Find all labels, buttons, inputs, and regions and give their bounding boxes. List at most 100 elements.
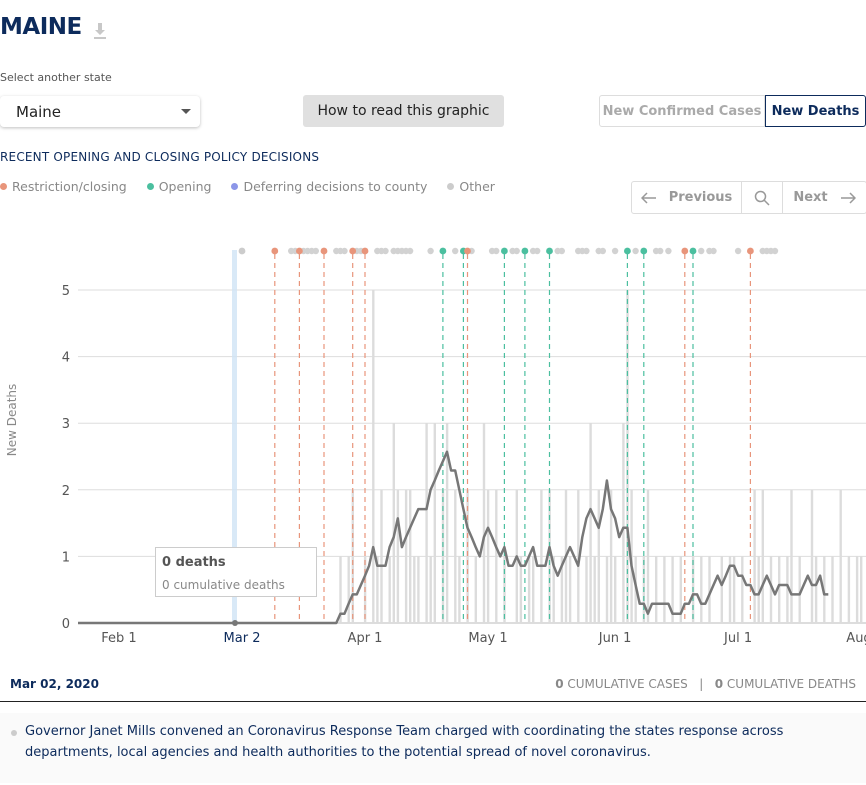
x-tick-label: Jul 1 bbox=[723, 631, 752, 646]
policy-marker-other bbox=[493, 247, 500, 255]
daily-bar bbox=[441, 489, 445, 623]
policy-marker-other bbox=[513, 247, 520, 255]
policy-marker bbox=[464, 247, 471, 255]
daily-bar bbox=[409, 489, 412, 623]
legend-item-restriction: Restriction/closing bbox=[0, 179, 127, 194]
daily-bar bbox=[589, 423, 592, 623]
daily-bar bbox=[347, 556, 350, 623]
y-axis-label: New Deaths bbox=[5, 384, 19, 457]
daily-bar bbox=[769, 556, 773, 623]
cumulative-stats: 0 CUMULATIVE CASES | 0 CUMULATIVE DEATHS bbox=[555, 677, 856, 691]
state-select-value: Maine bbox=[16, 103, 62, 121]
search-icon bbox=[754, 190, 770, 206]
daily-bar bbox=[757, 556, 760, 623]
daily-bar bbox=[486, 489, 490, 623]
state-select-label: Select another state bbox=[0, 71, 112, 84]
daily-bar bbox=[741, 556, 744, 623]
y-tick-label: 4 bbox=[62, 351, 70, 366]
daily-bar bbox=[404, 489, 408, 623]
x-tick-label: Jun 1 bbox=[598, 631, 632, 646]
daily-bar bbox=[454, 489, 457, 623]
new-deaths-button[interactable]: New Deaths bbox=[765, 95, 866, 127]
daily-bar bbox=[605, 556, 609, 623]
daily-bar bbox=[671, 556, 674, 623]
legend-dot bbox=[231, 183, 239, 190]
legend-dot bbox=[146, 183, 154, 190]
daily-bar bbox=[372, 290, 375, 623]
daily-bar bbox=[622, 423, 625, 623]
policy-marker-other bbox=[710, 247, 717, 255]
daily-bar bbox=[614, 556, 617, 623]
daily-bar bbox=[458, 556, 461, 623]
daily-bar bbox=[417, 556, 420, 623]
cumulative-cases-count: 0 bbox=[555, 677, 564, 691]
next-button[interactable]: Next bbox=[783, 182, 866, 213]
daily-bar bbox=[761, 489, 764, 623]
tooltip-deaths: 0 deaths bbox=[162, 555, 226, 570]
new-confirmed-cases-button[interactable]: New Confirmed Cases bbox=[599, 95, 765, 127]
policy-marker bbox=[546, 247, 553, 255]
download-icon[interactable] bbox=[92, 22, 108, 40]
daily-bar bbox=[392, 423, 395, 623]
daily-bar bbox=[597, 489, 600, 623]
deaths-chart[interactable]: 0 1 2 3 4 5 Feb 1 Mar 2 Apr 1 May 1 Jun 1 Jul 1 Aug… bbox=[0, 235, 866, 655]
policy-marker-other bbox=[312, 247, 319, 255]
policy-marker bbox=[439, 247, 447, 255]
x-tick-label: Feb 1 bbox=[101, 631, 136, 646]
policy-marker bbox=[320, 247, 328, 255]
daily-bar bbox=[585, 556, 588, 623]
state-select[interactable]: Maine bbox=[0, 96, 200, 127]
previous-button[interactable]: Previous bbox=[632, 182, 742, 213]
x-tick-label: Apr 1 bbox=[348, 631, 383, 646]
policy-marker bbox=[521, 247, 529, 255]
daily-bar bbox=[609, 489, 613, 623]
daily-bar bbox=[790, 489, 793, 623]
how-to-read-button[interactable]: How to read this graphic bbox=[303, 95, 504, 127]
policy-marker-other bbox=[534, 247, 541, 255]
legend-label: Other bbox=[459, 179, 495, 194]
daily-bar bbox=[466, 489, 469, 623]
legend-label: Restriction/closing bbox=[12, 179, 127, 194]
previous-label: Previous bbox=[668, 190, 733, 205]
y-tick-label: 2 bbox=[62, 484, 70, 499]
policy-lines bbox=[274, 254, 752, 623]
policy-marker-other bbox=[665, 247, 672, 255]
policy-marker-other bbox=[341, 247, 348, 255]
daily-bar bbox=[753, 489, 756, 623]
policy-marker-other bbox=[734, 247, 742, 255]
daily-bar bbox=[413, 556, 416, 623]
daily-bar bbox=[519, 556, 523, 623]
search-button[interactable] bbox=[742, 182, 783, 213]
policy-marker bbox=[238, 247, 246, 255]
daily-bar bbox=[732, 556, 736, 623]
daily-bar bbox=[646, 489, 650, 623]
cumulative-deaths-count: 0 bbox=[714, 677, 724, 691]
daily-bar bbox=[351, 489, 354, 623]
daily-bar bbox=[855, 556, 859, 623]
policy-marker-other bbox=[698, 247, 705, 255]
cumulative-deaths-label: CUMULATIVE DEATHS bbox=[723, 677, 856, 691]
daily-bar bbox=[532, 556, 535, 623]
daily-bar bbox=[814, 556, 818, 623]
x-tick-label: May 1 bbox=[468, 631, 507, 646]
daily-bar bbox=[679, 556, 682, 623]
daily-bar bbox=[548, 489, 551, 623]
policy-marker-other bbox=[427, 247, 434, 255]
policy-navigation: Previous Next bbox=[631, 181, 866, 214]
policy-marker-other bbox=[657, 247, 664, 255]
daily-bar bbox=[663, 556, 666, 623]
daily-bar bbox=[376, 556, 379, 623]
policy-marker-other bbox=[583, 247, 590, 255]
policy-markers bbox=[238, 247, 779, 255]
daily-bar bbox=[568, 556, 572, 623]
legend-dot bbox=[0, 183, 7, 190]
daily-bar bbox=[860, 556, 863, 623]
daily-bar bbox=[708, 556, 711, 623]
page-title: MAINE bbox=[0, 14, 82, 40]
policy-marker-other bbox=[452, 247, 459, 255]
daily-bar bbox=[482, 423, 486, 623]
x-tick-label: Mar 2 bbox=[224, 631, 261, 646]
daily-bar bbox=[655, 556, 658, 623]
daily-bar bbox=[429, 556, 432, 623]
daily-bar bbox=[388, 556, 391, 623]
